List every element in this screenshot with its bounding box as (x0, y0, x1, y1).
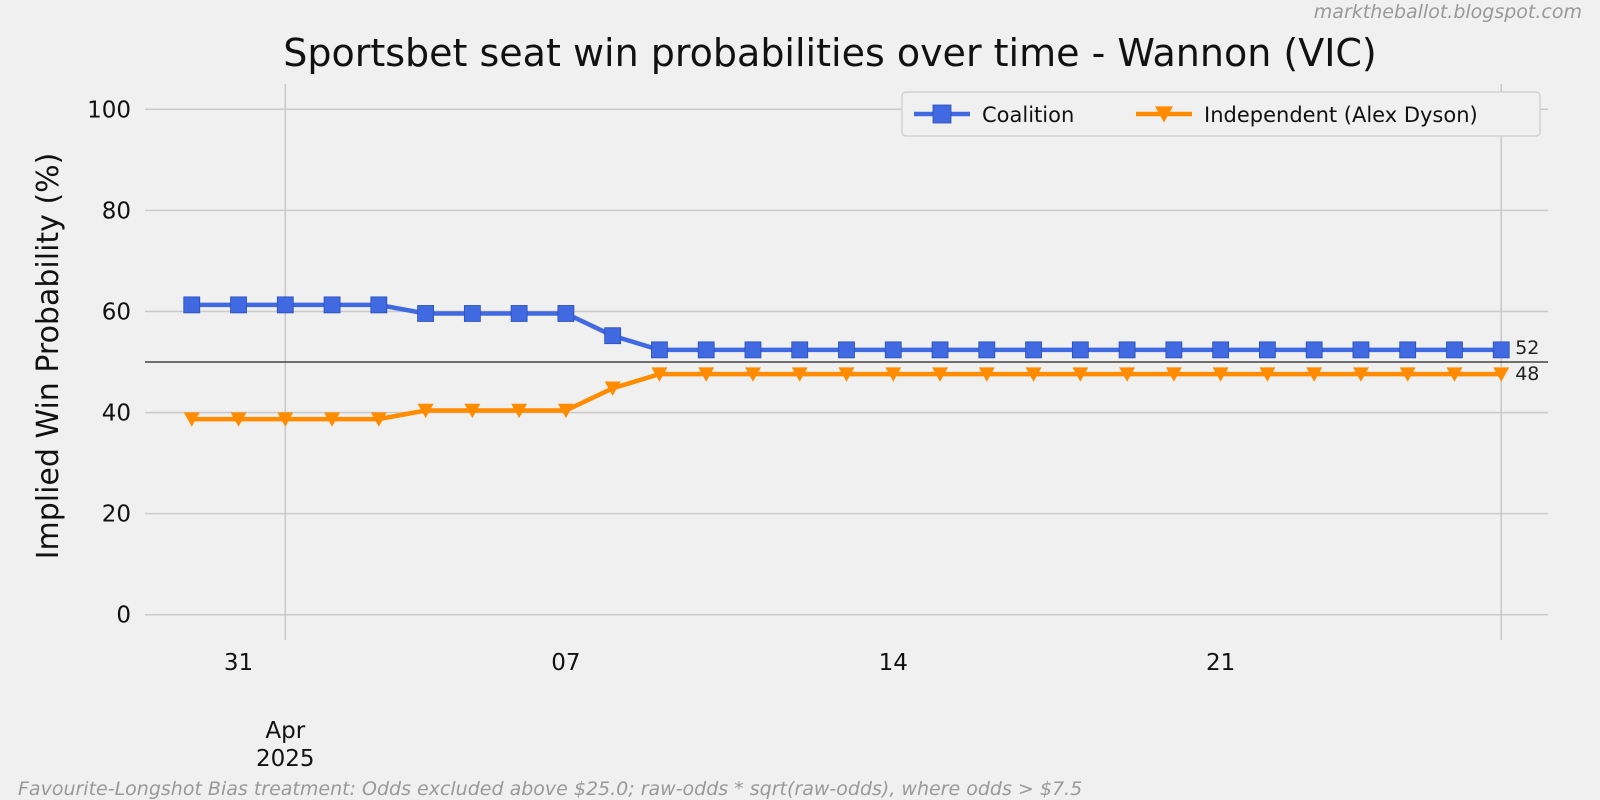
legend-item: Independent (Alex Dyson) (1136, 103, 1478, 127)
end-label: 52 (1515, 337, 1539, 359)
data-point-coalition (838, 341, 855, 359)
data-point-coalition (884, 341, 902, 359)
data-point-independent-alex-dyson (324, 412, 341, 427)
legend: Coalition Independent (Alex Dyson) (901, 91, 1541, 137)
data-point-independent-alex-dyson (978, 367, 995, 382)
data-point-independent-alex-dyson (791, 367, 808, 382)
y-tick-label: 20 (102, 502, 131, 528)
data-point-independent-alex-dyson (1165, 367, 1182, 382)
data-point-independent-alex-dyson (1119, 367, 1136, 382)
y-tick-label: 80 (102, 198, 131, 224)
data-point-independent-alex-dyson (604, 381, 621, 396)
data-point-coalition (463, 305, 481, 322)
data-point-independent-alex-dyson (1025, 367, 1042, 382)
data-point-coalition (978, 341, 996, 359)
data-point-coalition (1118, 341, 1136, 359)
data-point-independent-alex-dyson (885, 367, 902, 382)
data-point-independent-alex-dyson (698, 367, 715, 382)
data-point-coalition (1259, 341, 1276, 359)
x-secondary-tick-label: Apr 2025 (256, 718, 315, 772)
legend-marker (1155, 106, 1173, 123)
legend-box (901, 91, 1541, 137)
x-tick-label: 07 (551, 650, 580, 676)
x-tick-label: 14 (879, 650, 908, 676)
data-point-independent-alex-dyson (838, 367, 855, 382)
data-point-coalition (557, 305, 575, 322)
data-point-coalition (510, 305, 528, 322)
y-tick-label: 40 (102, 401, 131, 427)
data-point-coalition (1165, 341, 1183, 359)
data-point-coalition (276, 296, 294, 314)
data-point-independent-alex-dyson (511, 403, 528, 419)
data-point-coalition (697, 341, 715, 359)
data-point-independent-alex-dyson (183, 412, 200, 427)
data-point-coalition (1399, 341, 1417, 359)
legend-label: Independent (Alex Dyson) (1204, 103, 1478, 127)
data-point-independent-alex-dyson (557, 403, 574, 419)
data-point-independent-alex-dyson (1306, 367, 1323, 382)
data-point-coalition (1212, 341, 1230, 359)
series-group (183, 296, 1510, 427)
data-point-coalition (323, 296, 341, 314)
data-point-coalition (744, 341, 762, 359)
x-tick-label: 21 (1206, 650, 1235, 676)
legend-item: Coalition (914, 103, 1074, 127)
data-point-independent-alex-dyson (1493, 367, 1510, 382)
y-axis-label: Implied Win Probability (%) (31, 153, 66, 560)
data-point-independent-alex-dyson (1072, 367, 1089, 382)
legend-marker (932, 104, 952, 124)
data-point-independent-alex-dyson (417, 403, 434, 419)
y-tick-label: 0 (116, 603, 131, 629)
data-point-coalition (1071, 341, 1089, 359)
data-point-coalition (651, 341, 668, 359)
data-point-independent-alex-dyson (744, 367, 761, 382)
data-point-coalition (183, 296, 201, 314)
tick-labels: 0 20 40 60 80 100 31 07 14 21 Apr 2025 (87, 97, 1235, 772)
data-point-coalition (604, 327, 622, 345)
data-point-coalition (1025, 341, 1042, 359)
data-point-independent-alex-dyson (1259, 367, 1276, 382)
data-point-independent-alex-dyson (230, 412, 247, 427)
data-point-coalition (931, 341, 949, 359)
data-point-coalition (1446, 341, 1463, 359)
data-point-independent-alex-dyson (1399, 367, 1416, 382)
data-point-independent-alex-dyson (1212, 367, 1229, 382)
series-coalition (183, 296, 1510, 359)
data-point-independent-alex-dyson (370, 412, 387, 427)
data-point-independent-alex-dyson (277, 412, 294, 427)
y-tick-label: 60 (102, 299, 131, 325)
x-secondary-tick-line: Apr (265, 718, 305, 744)
data-point-coalition (1492, 341, 1510, 359)
data-point-coalition (230, 296, 247, 314)
data-point-independent-alex-dyson (1446, 367, 1463, 382)
data-point-coalition (1352, 341, 1370, 359)
legend-label: Coalition (982, 103, 1074, 127)
data-point-coalition (417, 305, 435, 322)
data-point-coalition (370, 296, 388, 314)
data-point-independent-alex-dyson (464, 403, 481, 419)
data-point-coalition (791, 341, 809, 359)
x-tick-label: 31 (224, 650, 253, 676)
x-secondary-tick-line: 2025 (256, 746, 315, 772)
source-credit: marktheballot.blogspot.com (1314, 1, 1582, 23)
series-independent-alex-dyson (183, 367, 1510, 427)
chart-title: Sportsbet seat win probabilities over ti… (283, 31, 1377, 75)
y-tick-label: 100 (87, 97, 131, 123)
data-point-coalition (1305, 341, 1323, 359)
data-point-independent-alex-dyson (651, 367, 668, 382)
data-point-independent-alex-dyson (1352, 367, 1369, 382)
data-point-independent-alex-dyson (932, 367, 949, 382)
end-label: 48 (1515, 363, 1539, 385)
footnote: Favourite-Longshot Bias treatment: Odds … (18, 778, 1082, 800)
